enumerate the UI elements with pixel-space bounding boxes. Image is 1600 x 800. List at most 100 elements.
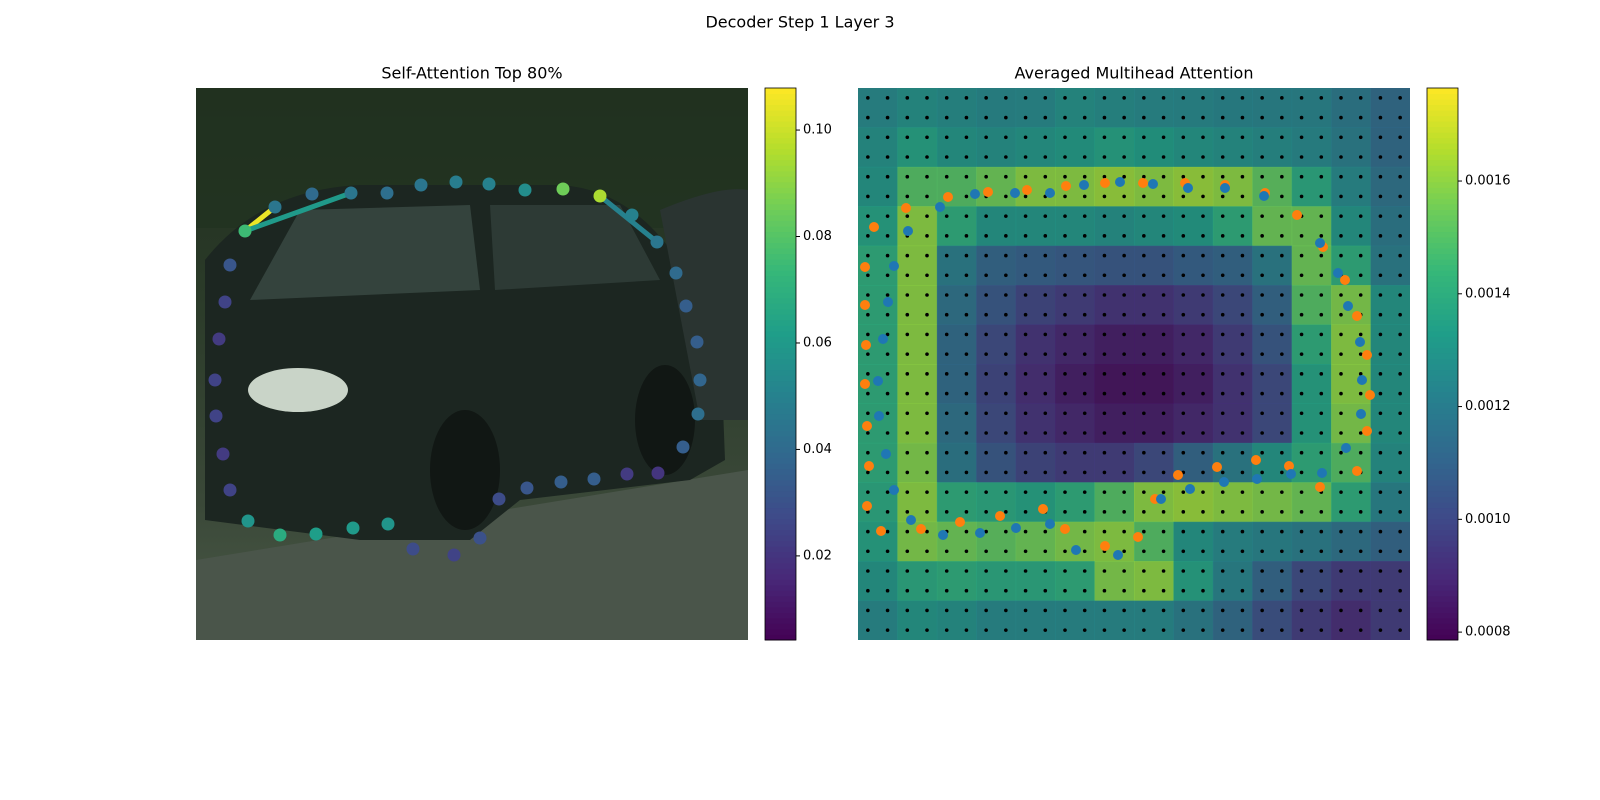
grid-dot — [1023, 194, 1028, 199]
grid-dot — [1378, 96, 1383, 100]
grid-dot — [905, 529, 910, 534]
colorbar-segment — [765, 170, 796, 177]
grid-dot — [1240, 174, 1245, 179]
heatmap-cell — [1212, 166, 1253, 207]
grid-dot — [984, 588, 988, 593]
heatmap-cell — [1094, 127, 1135, 168]
heatmap-cell — [897, 600, 938, 640]
heatmap-cell — [936, 442, 977, 483]
heatmap-cell — [1173, 166, 1214, 207]
colorbar-segment — [1427, 413, 1458, 420]
grid-dot — [1181, 608, 1186, 613]
grid-dot — [1043, 450, 1048, 455]
point — [520, 481, 534, 495]
grid-dot — [1398, 372, 1402, 376]
grid-dot — [1220, 194, 1225, 199]
colorbar-segment — [765, 441, 796, 448]
heatmap-cell — [858, 600, 898, 640]
point — [860, 379, 870, 389]
grid-dot — [1398, 470, 1402, 475]
grid-dot — [1004, 332, 1008, 337]
grid-dot — [1142, 214, 1146, 218]
grid-dot — [1142, 411, 1146, 416]
colorbar-segment — [1427, 380, 1458, 387]
heatmap-cell — [1370, 88, 1410, 128]
grid-dot — [1358, 174, 1363, 179]
grid-dot — [1102, 490, 1107, 494]
grid-dot — [984, 372, 988, 376]
point — [593, 189, 607, 203]
heatmap-cell — [1291, 127, 1332, 168]
colorbar-segment — [1427, 496, 1458, 503]
grid-dot — [1201, 470, 1205, 475]
grid-dot — [1220, 135, 1225, 140]
plot-area — [858, 88, 1410, 640]
grid-dot — [1181, 372, 1186, 376]
point — [223, 258, 237, 272]
grid-dot — [1220, 234, 1225, 238]
grid-dot — [885, 332, 890, 337]
heatmap-cell — [897, 245, 938, 286]
grid-dot — [1004, 96, 1008, 100]
grid-dot — [1299, 431, 1304, 435]
grid-dot — [1280, 490, 1284, 494]
grid-dot — [964, 293, 969, 297]
grid-dot — [1398, 569, 1402, 573]
grid-dot — [1201, 115, 1205, 120]
grid-dot — [984, 214, 988, 218]
heatmap-cell — [1370, 324, 1410, 365]
grid-dot — [1319, 293, 1324, 297]
colorbar-segment — [765, 198, 796, 205]
grid-dot — [1240, 628, 1245, 632]
grid-dot — [1082, 332, 1087, 337]
grid-dot — [1181, 332, 1186, 337]
point — [901, 203, 911, 213]
grid-dot — [1280, 510, 1284, 514]
grid-dot — [1339, 431, 1343, 435]
heatmap-cell — [858, 88, 898, 128]
colorbar-segment — [1427, 214, 1458, 221]
grid-dot — [1082, 470, 1087, 475]
heatmap-cell — [1331, 206, 1371, 247]
heatmap-cell — [1212, 521, 1253, 562]
grid-dot — [905, 588, 910, 593]
colorbar-segment — [765, 606, 796, 613]
grid-dot — [1260, 135, 1264, 140]
point — [862, 501, 872, 511]
grid-dot — [1220, 155, 1225, 159]
heatmap-cell — [1252, 482, 1293, 523]
grid-dot — [1122, 234, 1126, 238]
point — [1138, 178, 1148, 188]
grid-dot — [1240, 293, 1245, 297]
grid-dot — [1122, 332, 1126, 337]
colorbar-segment — [765, 226, 796, 233]
point — [975, 528, 985, 538]
point — [346, 521, 360, 535]
heatmap-cell — [1370, 127, 1410, 168]
grid-dot — [1122, 312, 1126, 317]
point — [876, 526, 886, 536]
grid-dot — [1358, 569, 1363, 573]
colorbar-segment — [765, 297, 796, 304]
grid-dot — [1319, 372, 1324, 376]
grid-dot — [1398, 273, 1402, 278]
grid-dot — [1161, 490, 1166, 494]
grid-dot — [1358, 588, 1363, 593]
heatmap-cell — [1331, 482, 1371, 523]
grid-dot — [925, 608, 929, 613]
grid-dot — [984, 391, 988, 396]
grid-dot — [1240, 234, 1245, 238]
grid-dot — [885, 312, 890, 317]
grid-dot — [1378, 470, 1383, 475]
grid-dot — [1280, 352, 1284, 356]
colorbar-segment — [1427, 308, 1458, 315]
grid-dot — [1358, 273, 1363, 278]
point — [1060, 524, 1070, 534]
grid-dot — [1043, 372, 1048, 376]
point — [209, 409, 223, 423]
grid-dot — [925, 96, 929, 100]
grid-dot — [1043, 431, 1048, 435]
heatmap-cell — [936, 600, 977, 640]
grid-dot — [1299, 608, 1304, 613]
point — [1100, 178, 1110, 188]
